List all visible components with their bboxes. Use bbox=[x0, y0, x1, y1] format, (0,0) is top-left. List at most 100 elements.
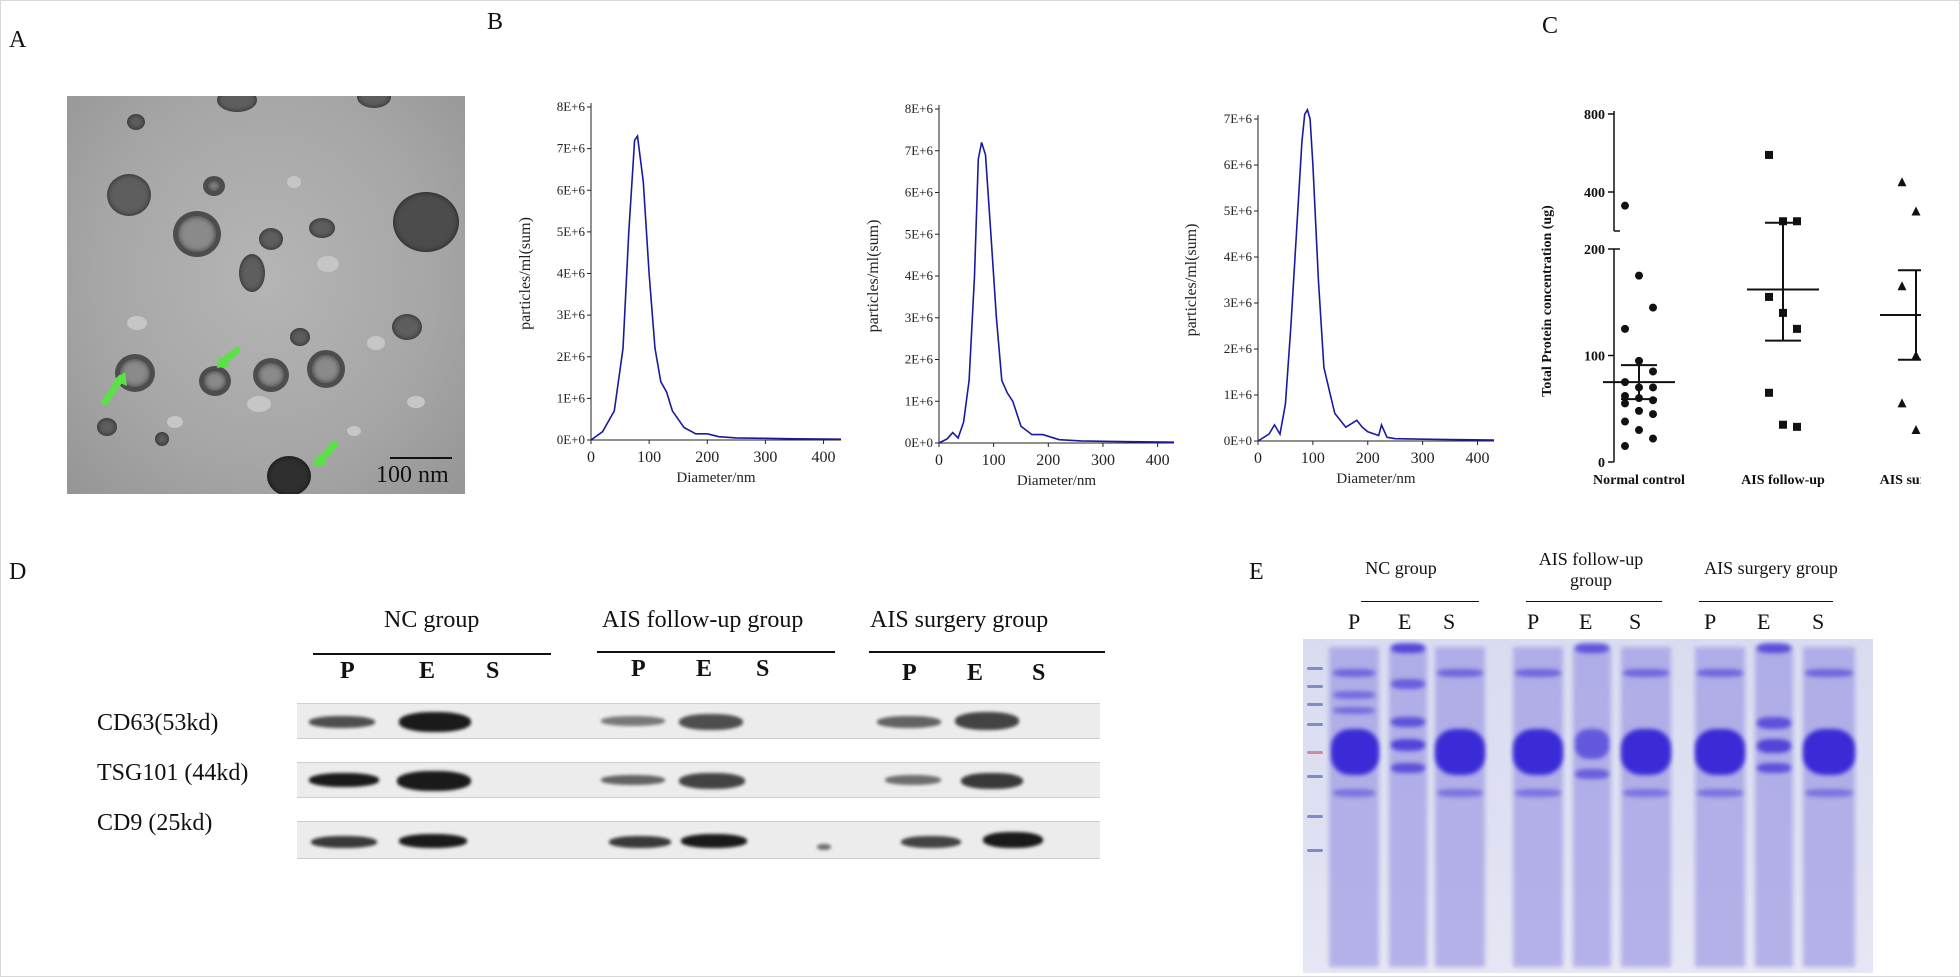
y-tick-label: 2E+6 bbox=[905, 352, 934, 367]
arrow-overlay bbox=[101, 346, 339, 467]
protein-scatter-chart: 0 100 200 400 800 Total Protein concentration… bbox=[1540, 108, 1921, 488]
arrow-icon bbox=[101, 372, 127, 406]
lane-label: S bbox=[486, 658, 500, 684]
y-tick-label: 0E+0 bbox=[1224, 433, 1252, 448]
lane-label: E bbox=[1398, 609, 1412, 634]
data-point bbox=[1635, 426, 1643, 435]
lane-label: E bbox=[419, 658, 436, 684]
lane-label: S bbox=[1443, 609, 1456, 634]
scale-bar bbox=[390, 457, 452, 459]
x-tick-label: AIS follow-up bbox=[1741, 473, 1825, 488]
x-axis-label: Diameter/nm bbox=[1336, 471, 1415, 487]
gel-group-label: AIS follow-up group bbox=[1538, 549, 1644, 590]
y-tick-label: 7E+6 bbox=[905, 143, 934, 158]
x-axis-label: Diameter/nm bbox=[1017, 473, 1096, 489]
y-tick-label: 2E+6 bbox=[557, 349, 586, 364]
blot-strip-cd63 bbox=[297, 703, 1100, 739]
y-tick-label: 5E+6 bbox=[557, 224, 586, 239]
gel-group-label: AIS surgery group bbox=[1704, 558, 1838, 578]
x-tick-label: 300 bbox=[1411, 450, 1435, 467]
y-tick-label: 7E+6 bbox=[557, 141, 586, 156]
y-axis-label: particles/ml(sum) bbox=[1183, 224, 1200, 337]
x-tick-label: 200 bbox=[1356, 450, 1380, 467]
data-point bbox=[1621, 442, 1629, 451]
lane-label: P bbox=[340, 658, 355, 684]
lane-label: S bbox=[1812, 609, 1825, 634]
arrow-icon bbox=[217, 346, 241, 368]
data-point bbox=[1793, 422, 1801, 431]
y-tick-label: 1E+6 bbox=[1224, 387, 1253, 402]
data-point bbox=[1793, 217, 1801, 226]
data-point bbox=[1649, 367, 1657, 376]
data-point bbox=[1621, 324, 1629, 333]
wb-group-label: AIS follow-up group bbox=[602, 607, 804, 633]
x-tick-label: 200 bbox=[695, 449, 719, 466]
y-tick-label: 4E+6 bbox=[905, 268, 934, 283]
nta-chart-1: 0E+0 1E+6 2E+6 3E+6 4E+6 5E+6 6E+6 7E+6 8E+6 0 100… bbox=[517, 99, 842, 486]
nta-chart-2: 0E+0 1E+6 2E+6 3E+6 4E+6 5E+6 6E+6 7E+6 8E+6 0 100… bbox=[865, 101, 1175, 489]
y-axis-label: Total Protein concentration (ug) bbox=[1540, 205, 1555, 397]
data-point bbox=[1621, 391, 1629, 400]
data-point bbox=[1765, 388, 1773, 397]
y-tick-label: 0 bbox=[1598, 456, 1605, 471]
lane-label: E bbox=[696, 656, 713, 682]
data-point bbox=[1649, 410, 1657, 419]
x-tick-label: 0 bbox=[935, 452, 943, 469]
y-tick-label: 1E+6 bbox=[557, 390, 586, 405]
nta-series-line bbox=[1257, 107, 1495, 442]
y-tick-label: 2E+6 bbox=[1224, 341, 1253, 356]
x-tick-label: 200 bbox=[1036, 452, 1060, 469]
x-tick-label: 400 bbox=[1466, 450, 1490, 467]
data-point bbox=[1649, 303, 1657, 312]
nta-series-line bbox=[938, 142, 1175, 444]
panel-label-c: C bbox=[1542, 13, 1559, 39]
lane-label: S bbox=[1629, 609, 1642, 634]
lane-label: P bbox=[902, 660, 917, 686]
wb-row-label: TSG101 (44kd) bbox=[97, 760, 249, 786]
y-axis-label: particles/ml(sum) bbox=[517, 217, 534, 330]
y-tick-label: 400 bbox=[1584, 186, 1605, 201]
data-point bbox=[1635, 356, 1643, 365]
data-point bbox=[1621, 417, 1629, 426]
data-point bbox=[1621, 399, 1629, 408]
x-tick-label: 100 bbox=[637, 449, 661, 466]
panel-label-d: D bbox=[9, 559, 27, 585]
data-point bbox=[1621, 201, 1629, 210]
data-point bbox=[1779, 217, 1787, 226]
data-point bbox=[1911, 425, 1921, 435]
x-tick-label: 300 bbox=[1091, 452, 1115, 469]
x-tick-label: 400 bbox=[812, 449, 836, 466]
group-underline bbox=[597, 651, 835, 653]
y-tick-label: 3E+6 bbox=[905, 310, 934, 325]
y-tick-label: 100 bbox=[1584, 350, 1605, 365]
tem-micrograph: 100 nm bbox=[67, 96, 465, 494]
lane-label: P bbox=[1704, 609, 1717, 634]
x-tick-label: 100 bbox=[982, 452, 1006, 469]
x-tick-label: 100 bbox=[1301, 450, 1325, 467]
wb-group-label: NC group bbox=[384, 607, 480, 633]
wb-row-label: CD9 (25kd) bbox=[97, 810, 213, 836]
wb-group-label: AIS surgery group bbox=[870, 607, 1049, 633]
y-tick-label: 4E+6 bbox=[557, 266, 586, 281]
y-tick-label: 5E+6 bbox=[1224, 203, 1253, 218]
y-tick-label: 3E+6 bbox=[1224, 295, 1253, 310]
data-point bbox=[1635, 406, 1643, 415]
panel-label-b: B bbox=[487, 9, 504, 35]
x-tick-label: AIS surgery bbox=[1880, 473, 1921, 488]
y-tick-label: 3E+6 bbox=[557, 307, 586, 322]
group-underline bbox=[313, 653, 551, 655]
gel-group-label: NC group bbox=[1365, 558, 1437, 578]
y-tick-label: 1E+6 bbox=[905, 393, 934, 408]
y-tick-label: 5E+6 bbox=[905, 226, 934, 241]
y-tick-label: 0E+0 bbox=[557, 432, 585, 447]
lane-label: E bbox=[1757, 609, 1771, 634]
x-tick-label: Normal control bbox=[1593, 473, 1685, 488]
panel-label-e: E bbox=[1249, 559, 1264, 585]
group-underline bbox=[869, 651, 1105, 653]
group-underline bbox=[1361, 601, 1479, 602]
y-axis-label: particles/ml(sum) bbox=[865, 220, 882, 333]
data-point bbox=[1765, 292, 1773, 301]
data-point bbox=[1897, 398, 1907, 408]
lane-label: E bbox=[1579, 609, 1593, 634]
